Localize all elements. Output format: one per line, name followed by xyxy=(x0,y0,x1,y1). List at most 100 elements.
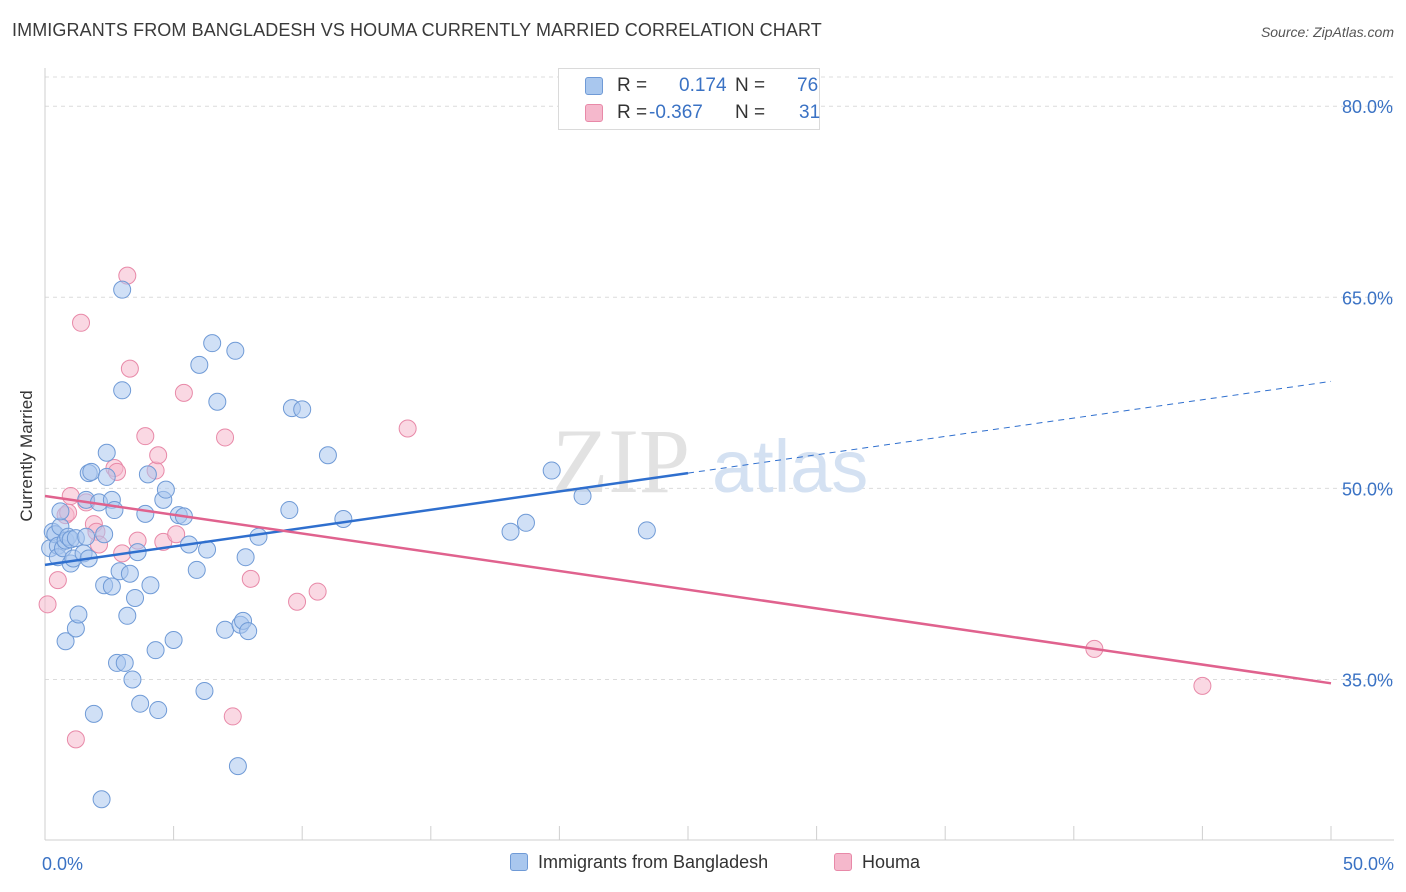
houma-legend-swatch xyxy=(834,853,852,871)
houma-point xyxy=(1193,676,1212,695)
bangladesh-point xyxy=(249,527,268,546)
bangladesh-point xyxy=(334,509,353,528)
bangladesh-point xyxy=(501,522,520,541)
y-tick-label: 50.0% xyxy=(1342,479,1393,499)
houma-point xyxy=(167,525,186,544)
watermark-zip: ZIP xyxy=(552,410,690,512)
grid-layer xyxy=(45,76,1394,680)
bangladesh-point xyxy=(102,577,121,596)
bangladesh-point xyxy=(115,653,134,672)
houma-point xyxy=(149,446,168,465)
houma-point xyxy=(308,582,327,601)
bangladesh-point xyxy=(542,461,561,480)
bangladesh-point xyxy=(113,280,132,299)
x-tick-label: 0.0% xyxy=(42,854,83,874)
bangladesh-legend-swatch xyxy=(510,853,528,871)
houma-swatch xyxy=(585,104,603,122)
houma-point xyxy=(288,592,307,611)
houma-point xyxy=(398,419,417,438)
watermark-atlas: atlas xyxy=(712,425,868,508)
r-label: R = xyxy=(617,75,648,96)
bangladesh-point xyxy=(120,564,139,583)
houma-point xyxy=(72,313,91,332)
bangladesh-point xyxy=(84,704,103,723)
chart-title: IMMIGRANTS FROM BANGLADESH VS HOUMA CURR… xyxy=(12,20,822,40)
bangladesh-point xyxy=(92,790,111,809)
bangladesh-point xyxy=(216,620,235,639)
legend-item-houma: Houma xyxy=(834,852,920,873)
bangladesh-point xyxy=(203,334,222,353)
bangladesh-point xyxy=(69,605,88,624)
houma-trend-line xyxy=(44,494,1332,685)
n-value: 31 xyxy=(799,102,821,123)
bangladesh-trend-line xyxy=(44,471,689,567)
watermark: ZIP atlas xyxy=(552,410,868,512)
bangladesh-point xyxy=(77,527,96,546)
legend-label-bangladesh: Immigrants from Bangladesh xyxy=(538,852,769,872)
houma-point xyxy=(61,487,80,506)
y-tick-label: 35.0% xyxy=(1342,670,1393,690)
r-label: R = xyxy=(617,102,648,123)
bangladesh-point xyxy=(51,502,70,521)
houma-point xyxy=(66,730,85,749)
houma-point xyxy=(136,427,155,446)
bangladesh-trend-extension xyxy=(687,380,1332,474)
bangladesh-point xyxy=(118,606,137,625)
bangladesh-point xyxy=(82,462,101,481)
bangladesh-point xyxy=(187,560,206,579)
bangladesh-points xyxy=(41,280,656,809)
bangladesh-point xyxy=(123,670,142,689)
bangladesh-point xyxy=(136,504,155,523)
bangladesh-point xyxy=(97,443,116,462)
bangladesh-point xyxy=(126,588,145,607)
legend-label-houma: Houma xyxy=(862,852,921,872)
bangladesh-point xyxy=(239,622,258,641)
n-value: 76 xyxy=(797,75,819,96)
bangladesh-point xyxy=(228,757,247,776)
trend-lines xyxy=(44,380,1332,685)
bangladesh-point xyxy=(164,630,183,649)
r-value: 0.174 xyxy=(679,75,727,96)
bangladesh-swatch xyxy=(585,77,603,95)
bangladesh-point xyxy=(138,465,157,484)
bangladesh-point xyxy=(516,513,535,532)
houma-point xyxy=(241,569,260,588)
bangladesh-point xyxy=(280,501,299,520)
x-tick-label: 50.0% xyxy=(1343,854,1394,874)
houma-point xyxy=(216,428,235,447)
bangladesh-point xyxy=(318,446,337,465)
bangladesh-point xyxy=(131,694,150,713)
bangladesh-point xyxy=(95,525,114,544)
bangladesh-point xyxy=(637,521,656,540)
bangladesh-point xyxy=(190,355,209,374)
bangladesh-point xyxy=(149,701,168,720)
tick-labels: 35.0% 50.0% 65.0% 80.0% 0.0% 50.0% xyxy=(42,97,1394,874)
bangladesh-point xyxy=(208,392,227,411)
stats-legend: R = 0.174 N = 76 R = -0.367 N = 31 xyxy=(558,68,820,130)
bangladesh-point xyxy=(195,681,214,700)
bangladesh-point xyxy=(293,400,312,419)
y-axis-title: Currently Married xyxy=(17,390,36,521)
bangladesh-point xyxy=(113,381,132,400)
legend-item-bangladesh: Immigrants from Bangladesh xyxy=(510,852,768,873)
y-tick-label: 65.0% xyxy=(1342,288,1393,308)
houma-point xyxy=(48,571,67,590)
bangladesh-point xyxy=(226,341,245,360)
houma-point xyxy=(120,359,139,378)
source-credit: Source: ZipAtlas.com xyxy=(1260,24,1394,40)
houma-point xyxy=(38,595,57,614)
houma-point xyxy=(223,707,242,726)
bangladesh-point xyxy=(156,480,175,499)
n-label: N = xyxy=(735,102,766,123)
r-value: -0.367 xyxy=(649,102,703,123)
y-tick-label: 80.0% xyxy=(1342,97,1393,117)
n-label: N = xyxy=(735,75,766,96)
bangladesh-point xyxy=(236,548,255,567)
bangladesh-point xyxy=(146,641,165,660)
bangladesh-point xyxy=(56,632,75,651)
axis-layer xyxy=(44,68,1394,841)
bangladesh-point xyxy=(97,467,116,486)
bangladesh-point xyxy=(141,576,160,595)
houma-point xyxy=(174,383,193,402)
